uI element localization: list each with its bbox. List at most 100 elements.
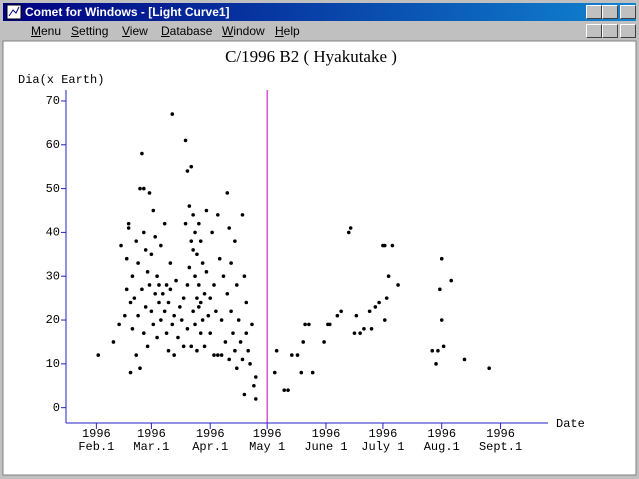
doc-close-button[interactable] bbox=[620, 24, 636, 38]
point bbox=[362, 326, 366, 331]
point bbox=[130, 326, 135, 331]
doc-restore-button[interactable] bbox=[602, 24, 618, 38]
point bbox=[225, 291, 230, 296]
x-tick-label: May 1 bbox=[249, 440, 285, 454]
point bbox=[193, 322, 197, 327]
point bbox=[128, 370, 133, 375]
restore-button[interactable] bbox=[602, 5, 618, 19]
point bbox=[204, 208, 209, 213]
x-tick-label: 1996 bbox=[427, 427, 456, 441]
point bbox=[234, 283, 239, 287]
menu-item[interactable]: Window bbox=[222, 24, 265, 38]
y-tick-label: 10 bbox=[46, 357, 60, 371]
point bbox=[352, 331, 357, 335]
point bbox=[383, 243, 387, 248]
point bbox=[138, 366, 142, 371]
minimize-button[interactable] bbox=[586, 5, 602, 19]
point bbox=[208, 331, 213, 335]
point bbox=[210, 230, 214, 235]
point bbox=[335, 313, 340, 318]
point bbox=[441, 344, 446, 349]
point bbox=[183, 138, 188, 143]
point bbox=[339, 309, 343, 314]
point bbox=[234, 366, 239, 371]
point bbox=[202, 291, 207, 296]
point bbox=[157, 283, 161, 287]
point bbox=[214, 309, 218, 314]
menu-item[interactable]: Help bbox=[275, 24, 300, 38]
point bbox=[244, 331, 249, 335]
y-tick-label: 50 bbox=[46, 182, 60, 196]
point bbox=[160, 291, 165, 296]
point bbox=[138, 186, 142, 191]
point bbox=[438, 287, 442, 292]
doc-minimize-button[interactable] bbox=[586, 24, 602, 38]
point bbox=[195, 296, 199, 300]
point bbox=[117, 322, 121, 327]
y-tick-label: 20 bbox=[46, 313, 60, 327]
point bbox=[227, 357, 231, 362]
point bbox=[212, 353, 216, 357]
point bbox=[155, 274, 159, 279]
point bbox=[185, 169, 190, 173]
point bbox=[134, 353, 139, 357]
point bbox=[198, 239, 203, 243]
point bbox=[170, 322, 175, 327]
point bbox=[96, 353, 101, 357]
point bbox=[187, 204, 192, 208]
point bbox=[246, 348, 250, 353]
menu-item[interactable]: View bbox=[122, 24, 148, 38]
x-tick-label: 1996 bbox=[137, 427, 166, 441]
point bbox=[299, 370, 304, 375]
point bbox=[219, 353, 224, 357]
menu-item[interactable]: Setting bbox=[71, 24, 109, 38]
point bbox=[198, 300, 203, 305]
point bbox=[145, 344, 150, 349]
point bbox=[462, 357, 467, 362]
point bbox=[200, 318, 205, 322]
point bbox=[231, 331, 235, 335]
menu-bar: Menu Setting View Database Window Help bbox=[3, 22, 636, 40]
point bbox=[170, 112, 175, 116]
point bbox=[206, 313, 211, 318]
y-tick-label: 0 bbox=[53, 401, 60, 415]
title-bar: Comet for Windows - [Light Curve1] bbox=[3, 3, 636, 21]
point bbox=[142, 331, 146, 335]
point bbox=[439, 256, 444, 261]
point bbox=[147, 191, 152, 195]
x-tick-label: Apr.1 bbox=[192, 440, 228, 454]
point bbox=[134, 239, 139, 243]
point bbox=[248, 362, 252, 366]
point bbox=[151, 322, 156, 327]
x-tick-label: Feb.1 bbox=[78, 440, 114, 454]
point bbox=[187, 265, 192, 270]
point bbox=[179, 318, 184, 322]
point bbox=[142, 230, 146, 235]
point bbox=[348, 226, 353, 230]
point bbox=[439, 318, 444, 322]
point bbox=[191, 213, 195, 217]
point bbox=[172, 313, 176, 318]
close-button[interactable] bbox=[620, 5, 636, 19]
point bbox=[216, 213, 220, 217]
client-area bbox=[2, 40, 637, 476]
point bbox=[126, 226, 131, 230]
point bbox=[172, 353, 176, 357]
menu-item[interactable]: Database bbox=[161, 24, 213, 38]
point bbox=[189, 344, 194, 349]
point bbox=[310, 370, 315, 375]
menu-item[interactable]: Menu bbox=[31, 24, 62, 38]
point bbox=[124, 287, 129, 292]
point bbox=[162, 221, 167, 226]
point bbox=[143, 248, 148, 252]
point bbox=[189, 164, 194, 169]
point bbox=[227, 226, 231, 230]
point bbox=[436, 348, 440, 353]
point bbox=[430, 348, 435, 353]
point bbox=[252, 383, 256, 388]
point bbox=[176, 335, 180, 340]
point bbox=[272, 370, 277, 375]
point bbox=[142, 186, 146, 191]
point bbox=[202, 344, 207, 349]
point bbox=[229, 309, 233, 314]
